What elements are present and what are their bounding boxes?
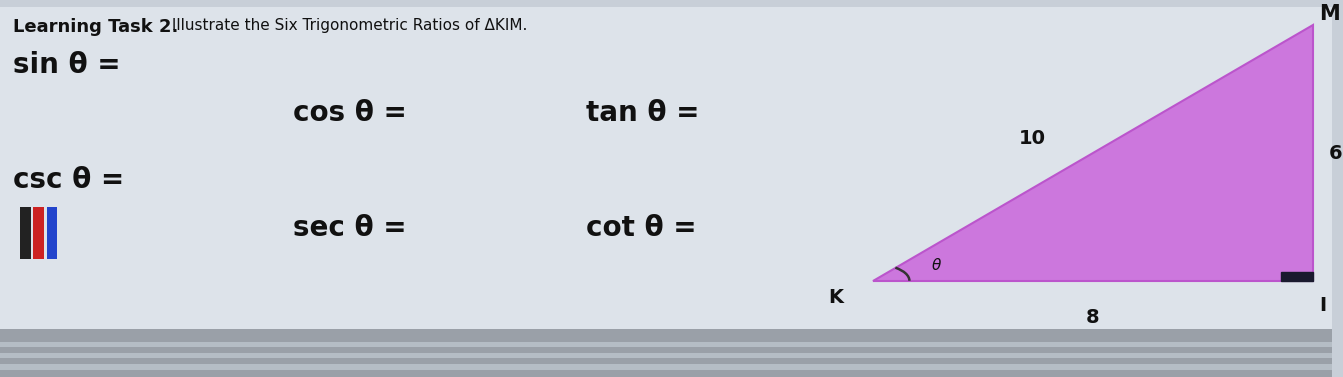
Text: sec θ =: sec θ = — [293, 214, 407, 242]
Text: Learning Task 2.: Learning Task 2. — [13, 18, 179, 36]
Polygon shape — [873, 25, 1312, 281]
Bar — [47, 207, 58, 259]
Bar — [0, 329, 1332, 377]
Text: Illustrate the Six Trigonometric Ratios of ΔKIM.: Illustrate the Six Trigonometric Ratios … — [167, 18, 526, 33]
Text: 6: 6 — [1328, 144, 1342, 162]
Text: θ: θ — [932, 259, 941, 273]
Text: I: I — [1319, 296, 1327, 314]
Text: 10: 10 — [1019, 129, 1046, 148]
Text: csc θ =: csc θ = — [13, 166, 125, 194]
Bar — [0, 7, 1332, 329]
Text: sin θ =: sin θ = — [13, 51, 121, 79]
Bar — [0, 364, 1332, 369]
Bar — [0, 342, 1332, 347]
Text: K: K — [829, 288, 843, 307]
Polygon shape — [1280, 272, 1312, 281]
Text: 8: 8 — [1086, 308, 1100, 327]
Text: tan θ =: tan θ = — [587, 100, 700, 127]
Text: M: M — [1319, 4, 1340, 24]
Bar — [20, 207, 31, 259]
Text: cot θ =: cot θ = — [587, 214, 697, 242]
Bar — [34, 207, 44, 259]
Text: cos θ =: cos θ = — [293, 100, 407, 127]
Bar — [0, 353, 1332, 359]
